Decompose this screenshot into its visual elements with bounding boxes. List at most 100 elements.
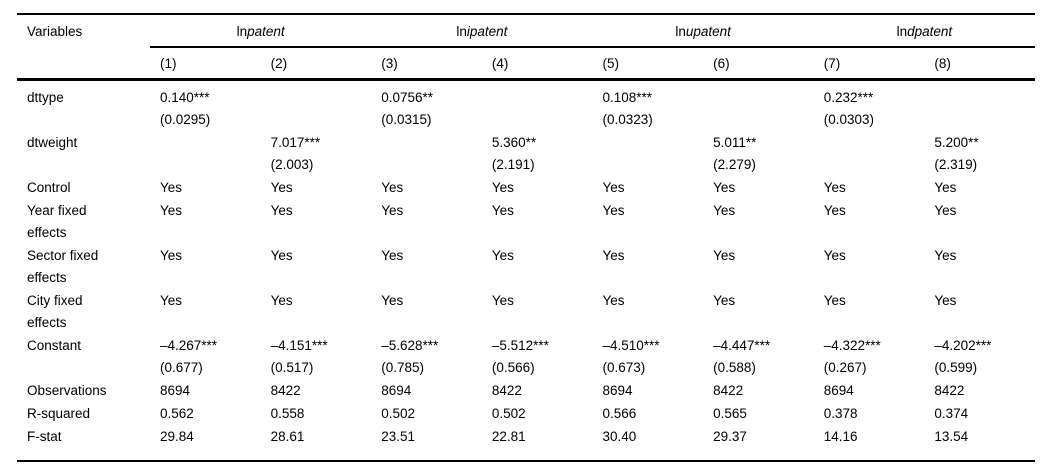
table-cell: 0.0756** (0.0315) [381,90,434,127]
table-cell: 14.16 [823,429,858,444]
row-label: Observations [27,383,107,398]
row-label: Sector fixed effects [27,248,99,285]
group-header-prefix: ln [896,24,908,39]
table-cell: 0.108*** (0.0323) [602,90,653,127]
table-cell: 8422 [491,383,522,398]
table-row: dttype 0.140*** (0.0295) 0.0756** (0.0315)… [17,80,1035,132]
table-cell: Yes [602,203,625,218]
table-row: F-stat 29.84 28.61 23.51 22.81 30.40 29.37 14.1… [17,425,1035,461]
group-header-lndpatent: lndpatent [813,14,1035,48]
table-cell: 0.566 [602,406,637,421]
table-cell: Yes [823,203,846,218]
column-number-5: (5) [592,47,704,81]
column-number-3: (3) [371,47,482,81]
table-cell [703,80,814,132]
table-cell: 8422 [713,383,744,398]
row-label: Control [27,180,71,195]
table-cell: 29.37 [713,429,747,444]
table-cell: 8422 [270,383,301,398]
table-cell: 13.54 [934,429,969,444]
column-number-row: (1) (2) (3) (4) (5) (6) (7) (8) [17,47,1035,81]
table-cell: Yes [602,248,625,263]
row-label: City fixed effects [27,293,83,330]
group-header-row: Variables lnpatent lnipatent lnupatent lndp… [17,14,1035,81]
table-cell: Yes [270,203,293,218]
table-cell: Yes [160,203,183,218]
table-cell: 22.81 [491,429,526,444]
group-header-prefix: ln [675,24,686,39]
table-cell: 29.84 [160,429,194,444]
table-cell: –4.322*** (0.267) [823,338,881,375]
table-cell: Yes [823,293,846,308]
group-header-prefix: ln [456,24,467,39]
table-cell: 0.558 [270,406,305,421]
table-cell: Yes [713,203,736,218]
table-cell: 5.200** (2.319) [934,135,979,172]
table-cell: 8694 [602,383,633,398]
table-cell: Yes [934,180,957,195]
table-row: Year fixed effects Yes Yes Yes Yes Yes Yes Yes Y… [17,199,1035,244]
table-header: Variables lnpatent lnipatent lnupatent lndp… [17,14,1035,81]
table-cell: 23.51 [381,429,416,444]
column-number-6: (6) [703,47,814,81]
table-cell: Yes [491,180,514,195]
table-cell: 8694 [160,383,191,398]
table-cell: Yes [823,180,846,195]
table-cell: –4.151*** (0.517) [270,338,328,375]
table-cell [924,80,1035,132]
row-label: Year fixed effects [27,203,87,240]
table-cell: 8422 [934,383,965,398]
table-cell: 0.374 [934,406,969,421]
group-header-name: upatent [685,24,731,39]
row-label: R-squared [27,406,91,421]
table-cell: Yes [713,248,736,263]
table-cell [371,131,482,176]
table-cell: 0.378 [823,406,858,421]
regression-table: Variables lnpatent lnipatent lnupatent lndp… [17,13,1035,462]
regression-table-wrapper: Variables lnpatent lnipatent lnupatent lndp… [17,13,1035,462]
table-cell: Yes [823,248,846,263]
table-cell: Yes [934,203,957,218]
table-cell: 5.011** (2.279) [713,135,757,172]
table-cell: Yes [381,180,404,195]
table-row: Sector fixed effects Yes Yes Yes Yes Yes Yes Ye… [17,244,1035,289]
column-number-7: (7) [813,47,925,81]
table-cell: –5.512*** (0.566) [491,338,549,375]
table-cell: Yes [491,203,514,218]
column-number-1: (1) [150,47,261,81]
table-cell: 28.61 [270,429,305,444]
table-cell: 5.360** (2.191) [491,135,537,172]
table-cell [261,80,372,132]
table-cell: 0.565 [713,406,747,421]
table-cell: 0.562 [160,406,194,421]
group-header-lnupatent: lnupatent [592,14,814,48]
table-cell: 8694 [823,383,854,398]
column-number-2: (2) [260,47,372,81]
group-header-name: ipatent [466,24,508,39]
table-cell: 0.502 [491,406,526,421]
table-cell: Yes [713,180,736,195]
table-cell: Yes [160,180,183,195]
group-header-name: dpatent [907,24,953,39]
table-cell: –4.267*** (0.677) [160,338,218,375]
table-cell: –4.510*** (0.673) [602,338,660,375]
table-cell: 0.502 [381,406,416,421]
table-cell: 7.017*** (2.003) [270,135,321,172]
column-number-4: (4) [481,47,593,81]
table-cell: Yes [160,293,183,308]
table-cell: Yes [381,248,404,263]
table-cell: Yes [270,293,293,308]
table-cell [814,131,925,176]
table-cell [150,131,261,176]
table-cell: Yes [713,293,736,308]
table-cell: Yes [934,293,957,308]
table-cell: Yes [934,248,957,263]
table-cell: Yes [602,293,625,308]
table-cell: 8694 [381,383,412,398]
table-cell: Yes [270,248,293,263]
table-row: Constant –4.267*** (0.677) –4.151*** (0.51… [17,334,1035,379]
table-row: Control Yes Yes Yes Yes Yes Yes Yes Yes [17,176,1035,199]
table-cell: –4.202*** (0.599) [934,338,992,375]
table-cell: 0.140*** (0.0295) [160,90,211,127]
table-row: City fixed effects Yes Yes Yes Yes Yes Yes Yes Y… [17,289,1035,334]
